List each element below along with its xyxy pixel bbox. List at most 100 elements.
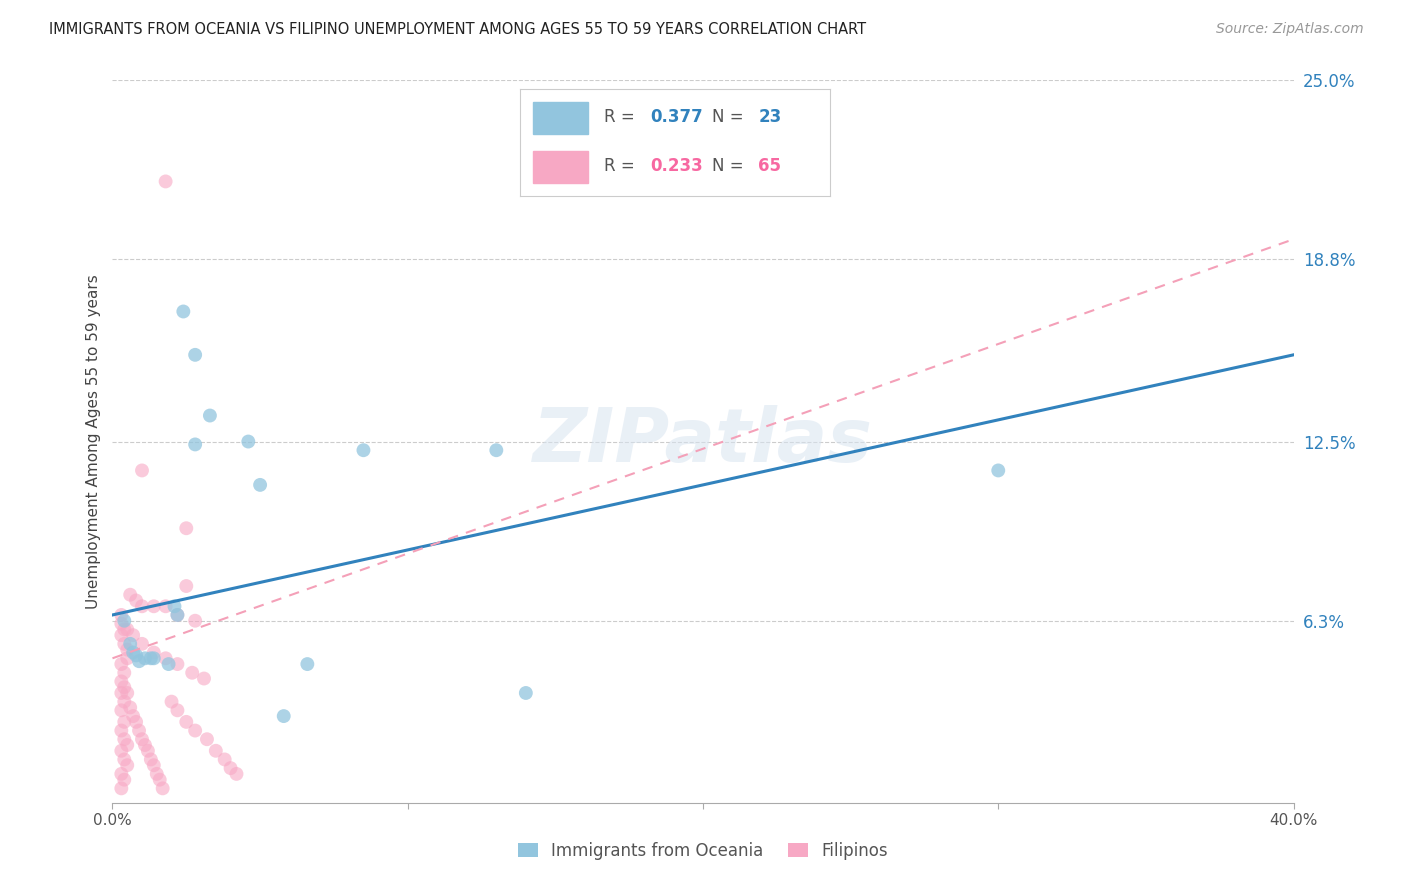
Text: 23: 23 [758,108,782,126]
Point [110,686,132,700]
Point [172,304,194,318]
Point [195,732,218,747]
Text: Source: ZipAtlas.com: Source: ZipAtlas.com [1216,22,1364,37]
Point [110,744,132,758]
Point [136,744,159,758]
Text: IMMIGRANTS FROM OCEANIA VS FILIPINO UNEMPLOYMENT AMONG AGES 55 TO 59 YEARS CORRE: IMMIGRANTS FROM OCEANIA VS FILIPINO UNEM… [49,22,866,37]
Point [112,623,135,637]
Point [110,767,132,781]
Point [142,651,165,665]
Point [184,437,207,451]
Point [120,700,142,714]
Legend: Immigrants from Oceania, Filipinos: Immigrants from Oceania, Filipinos [510,836,896,867]
Point [112,752,135,766]
Point [134,738,156,752]
Point [112,695,135,709]
Point [139,752,162,766]
Point [110,657,132,671]
Point [117,758,138,772]
Point [110,628,132,642]
Point [238,434,260,449]
Point [131,637,153,651]
Point [128,654,150,668]
Point [120,588,142,602]
Point [110,703,132,717]
Point [166,703,188,717]
Point [219,761,242,775]
Point [112,732,135,747]
Point [131,732,153,747]
Text: R =: R = [603,108,640,126]
Point [112,637,135,651]
Point [225,767,247,781]
Point [117,623,138,637]
Point [205,744,228,758]
Point [157,657,180,671]
Point [249,478,271,492]
Point [128,723,150,738]
Text: N =: N = [711,157,749,175]
Text: R =: R = [603,157,640,175]
Point [110,723,132,738]
Point [184,348,207,362]
Point [134,651,156,665]
Point [125,648,148,663]
Point [485,443,508,458]
Y-axis label: Unemployment Among Ages 55 to 59 years: Unemployment Among Ages 55 to 59 years [86,274,101,609]
Bar [533,152,588,184]
Point [152,781,174,796]
Point [214,752,236,766]
Point [155,174,177,188]
Text: 0.233: 0.233 [650,157,703,175]
Point [131,599,153,614]
Point [163,599,186,614]
Point [142,599,165,614]
Point [117,738,138,752]
Point [198,409,221,423]
Point [515,686,537,700]
Point [174,521,197,535]
Point [273,709,295,723]
Point [112,665,135,680]
Point [174,714,197,729]
Point [193,672,215,686]
Point [149,772,172,787]
Point [122,709,145,723]
Text: 65: 65 [758,157,782,175]
Point [125,714,148,729]
Point [146,767,169,781]
Point [181,665,204,680]
Point [166,607,188,622]
Point [184,614,207,628]
Point [117,651,138,665]
Point [160,695,183,709]
Point [110,607,132,622]
Point [166,657,188,671]
Point [139,651,162,665]
Point [122,628,145,642]
Point [112,714,135,729]
Point [117,686,138,700]
Point [184,723,207,738]
Point [110,674,132,689]
Text: 0.377: 0.377 [650,108,703,126]
Text: N =: N = [711,108,749,126]
Point [166,607,188,622]
Point [155,651,177,665]
Point [297,657,319,671]
Point [142,646,165,660]
Point [131,463,153,477]
Point [142,758,165,772]
Point [117,642,138,657]
Text: ZIPatlas: ZIPatlas [533,405,873,478]
Point [174,579,197,593]
Point [112,614,135,628]
Point [125,593,148,607]
Point [352,443,374,458]
Point [987,463,1010,477]
Point [155,599,177,614]
Bar [533,102,588,134]
Point [112,772,135,787]
Point [110,616,132,631]
Point [110,781,132,796]
